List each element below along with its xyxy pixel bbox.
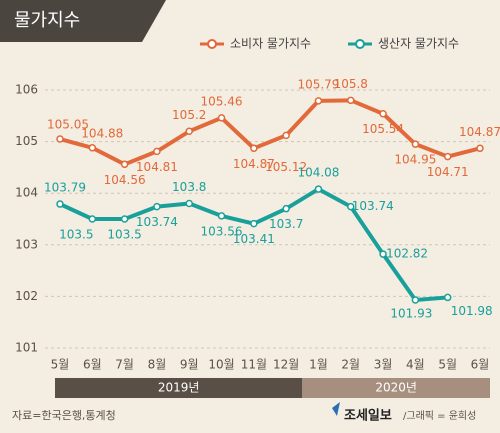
x-tick-label: 2월 <box>341 358 360 372</box>
data-label: 104.08 <box>297 166 339 180</box>
point <box>217 212 226 220</box>
data-label: 105.54 <box>362 122 404 136</box>
y-tick-label: 102 <box>15 289 38 303</box>
x-tick-label: 10월 <box>208 358 234 372</box>
point <box>88 144 97 152</box>
data-label: 104.88 <box>81 126 123 140</box>
chart-title: 물가지수 <box>14 10 80 31</box>
point <box>217 114 226 122</box>
point <box>153 147 161 156</box>
point <box>411 140 420 148</box>
data-label: 105.05 <box>47 118 89 132</box>
data-label: 105.8 <box>334 77 368 91</box>
point <box>56 135 64 143</box>
data-label: 103.74 <box>352 199 394 213</box>
data-label: 104.81 <box>136 160 178 174</box>
legend-marker <box>207 39 217 49</box>
point <box>314 185 323 193</box>
y-tick-label: 105 <box>15 134 38 148</box>
year-band <box>55 378 303 398</box>
data-label: 104.56 <box>104 173 146 187</box>
point <box>250 144 258 153</box>
year-label: 2019년 <box>158 381 200 395</box>
x-tick-label: 5월 <box>51 358 70 372</box>
data-label: 104.87 <box>459 125 500 139</box>
x-tick-label: 7월 <box>115 358 134 372</box>
data-label: 104.87 <box>233 157 275 171</box>
brand: 조세일보 <box>344 409 392 424</box>
x-tick-label: 1월 <box>309 358 328 372</box>
data-label: 102.82 <box>386 247 428 261</box>
point <box>185 127 193 136</box>
source: 자료=한국은행,통계청 <box>12 409 116 422</box>
point <box>314 97 323 105</box>
data-label: 103.8 <box>172 180 206 194</box>
data-label: 101.93 <box>390 307 432 321</box>
data-label: 105.79 <box>297 77 339 91</box>
x-tick-label: 3월 <box>374 358 393 372</box>
point <box>88 215 97 223</box>
data-label: 105.46 <box>201 94 243 108</box>
x-tick-label: 6월 <box>471 358 490 372</box>
data-label: 103.41 <box>233 232 275 246</box>
y-tick-label: 103 <box>15 237 38 251</box>
data-label: 105.12 <box>265 160 307 174</box>
data-label: 103.5 <box>59 228 93 242</box>
data-label: 103.74 <box>136 215 178 229</box>
point <box>120 160 129 169</box>
y-tick-label: 106 <box>15 83 38 97</box>
data-label: 103.79 <box>44 181 86 195</box>
point <box>411 296 420 304</box>
data-label: 101.98 <box>451 304 493 318</box>
point <box>282 131 290 140</box>
point <box>120 215 129 223</box>
legend-label: 소비자 물가지수 <box>230 37 311 51</box>
y-tick-label: 104 <box>15 186 38 200</box>
x-tick-label: 11월 <box>241 358 267 372</box>
point <box>379 109 387 118</box>
point <box>476 144 484 153</box>
legend-label: 생산자 물가지수 <box>378 37 459 51</box>
data-label: 103.56 <box>201 224 243 238</box>
point <box>443 293 452 302</box>
series-line <box>59 98 481 167</box>
title-tab <box>0 0 166 42</box>
x-tick-label: 9월 <box>180 358 199 372</box>
point <box>282 204 290 213</box>
x-tick-label: 4월 <box>406 358 425 372</box>
data-label: 103.7 <box>269 217 303 231</box>
point <box>250 219 258 228</box>
point <box>153 202 161 211</box>
year-band <box>302 378 490 398</box>
point <box>56 200 64 208</box>
data-label: 104.95 <box>394 153 436 167</box>
x-tick-label: 6월 <box>83 358 102 372</box>
point <box>185 199 193 208</box>
point <box>347 202 355 211</box>
point <box>443 152 452 161</box>
data-label: 105.2 <box>172 108 206 122</box>
point <box>347 96 355 105</box>
x-tick-label: 8월 <box>148 358 167 372</box>
brand-logo <box>332 402 340 416</box>
y-tick-label: 101 <box>15 341 38 355</box>
legend-marker <box>355 39 365 49</box>
x-tick-label: 12월 <box>273 358 299 372</box>
data-label: 103.5 <box>107 228 141 242</box>
year-label: 2020년 <box>375 381 417 395</box>
data-label: 104.71 <box>427 165 469 179</box>
x-tick-label: 5월 <box>438 358 457 372</box>
credit: /그래픽 = 윤희성 <box>403 410 476 422</box>
point <box>379 250 387 258</box>
